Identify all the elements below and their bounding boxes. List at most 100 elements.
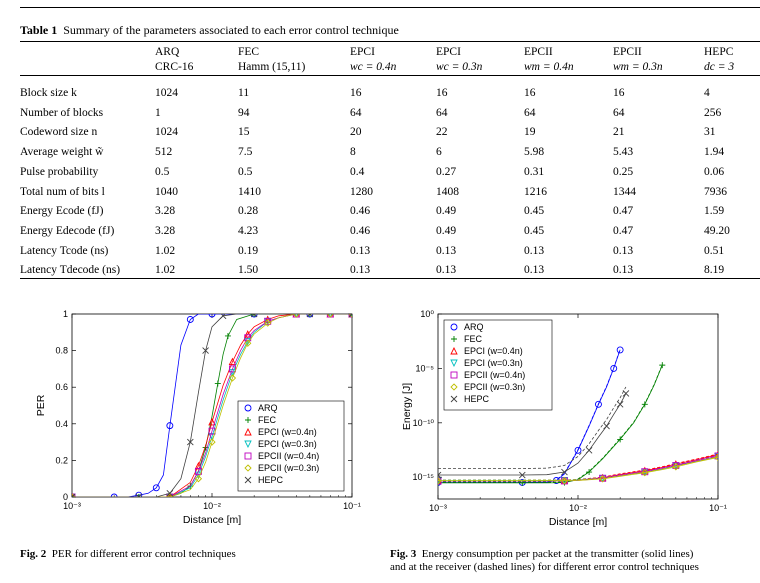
table-cell: 64 <box>613 106 625 119</box>
data-point <box>166 490 174 497</box>
table-cell: 1.94 <box>704 146 725 159</box>
x-tick-label: 10⁻³ <box>63 501 81 511</box>
y-tick-label: 1 <box>63 309 68 319</box>
legend-label: HEPC <box>464 394 490 404</box>
data-point <box>714 450 718 459</box>
data-point <box>208 314 216 318</box>
x-tick-label: 10⁻¹ <box>343 501 361 511</box>
data-point <box>574 446 582 454</box>
data-point <box>610 364 618 372</box>
table-cell: 16 <box>524 87 536 99</box>
table-cell: 0.28 <box>238 205 259 218</box>
table-cell: 31 <box>704 126 716 139</box>
series-line <box>72 314 352 497</box>
table-row: Block size k 1024 11 16 16 16 16 4 <box>20 84 760 104</box>
table-cell: 512 <box>155 146 173 159</box>
x-tick-label: 10⁻¹ <box>709 503 727 513</box>
data-point <box>616 401 624 408</box>
table-row: Pulse probability 0.5 0.5 0.4 0.27 0.31 0.25 0.… <box>20 163 760 183</box>
legend: ARQ FEC EPCI (w=0.4n) EPCI (w=0.3n) EPCII (w… <box>237 400 345 492</box>
table-cell: 1.59 <box>704 205 725 218</box>
table-cell: 3.28 <box>155 205 176 218</box>
table-cell: 5.98 <box>524 146 545 159</box>
data-point <box>244 452 252 460</box>
legend-label: EPCII (w=0.4n) <box>258 451 319 461</box>
table-cell: 0.51 <box>704 244 725 257</box>
table-cell: 1040 <box>155 185 178 198</box>
table-cell: 0.45 <box>524 224 545 237</box>
data-point <box>250 314 258 318</box>
data-point <box>152 484 160 492</box>
legend-label: FEC <box>258 415 277 425</box>
table-cell: 0.06 <box>704 165 725 178</box>
data-point <box>451 336 457 342</box>
table-cell: 4 <box>704 87 710 99</box>
table-row: Energy Edecode (fJ) 3.28 4.23 0.46 0.49 0.45 0… <box>20 222 760 242</box>
row-label: Number of blocks <box>20 106 104 119</box>
table-cell: 1280 <box>350 185 373 198</box>
data-point <box>224 332 231 339</box>
header-empty <box>20 45 155 75</box>
table-cell: 0.13 <box>436 244 457 257</box>
figure-3-caption: Fig. 3 Energy consumption per packet at … <box>390 548 699 573</box>
table-row: Energy Ecode (fJ) 3.28 0.28 0.46 0.49 0.45 0.4… <box>20 202 760 222</box>
data-point <box>135 494 142 497</box>
data-point <box>72 493 76 497</box>
table-cell: 19 <box>524 126 536 139</box>
table-cell: 0.13 <box>350 264 371 277</box>
x-axis-label: Distance [m] <box>549 516 607 528</box>
table-cell: 256 <box>704 106 722 119</box>
data-point <box>251 314 258 317</box>
data-point <box>714 452 718 460</box>
data-point <box>450 395 458 403</box>
row-label: Codeword size n <box>20 126 98 139</box>
data-point <box>659 362 666 369</box>
table-cell: 0.49 <box>436 205 457 218</box>
table-cell: 11 <box>238 87 250 99</box>
data-point <box>244 476 252 484</box>
table-bottom-rule <box>20 278 760 279</box>
row-label: Pulse probability <box>20 165 99 178</box>
row-label: Block size k <box>20 87 77 99</box>
column-header: EPCI wc = 0.3n <box>436 46 483 73</box>
table-body: Block size k 1024 11 16 16 16 16 4 Number of blo… <box>20 84 760 281</box>
data-point <box>306 314 314 318</box>
column-header: EPCII wm = 0.4n <box>524 46 574 73</box>
table-row: Total num of bits l 1040 1410 1280 1408 1216 1… <box>20 183 760 203</box>
table-cell: 16 <box>350 87 362 99</box>
table-cell: 21 <box>613 126 625 139</box>
table-cell: 1410 <box>238 185 261 198</box>
table-cell: 0.49 <box>436 224 457 237</box>
data-point <box>641 469 649 477</box>
data-point <box>72 493 76 497</box>
table-cell: 0.13 <box>524 244 545 257</box>
y-axis-label: Energy [J] <box>401 383 413 430</box>
table-cell: 0.25 <box>613 165 634 178</box>
table-cell: 0.4 <box>350 165 365 178</box>
data-point <box>263 315 272 323</box>
data-point <box>208 417 216 426</box>
data-point <box>326 314 334 318</box>
legend-label: EPCII (w=0.3n) <box>258 463 319 473</box>
data-point <box>219 314 227 320</box>
data-point <box>244 464 252 472</box>
series-line <box>72 314 352 497</box>
data-point <box>595 400 602 408</box>
data-point <box>228 357 237 366</box>
x-tick-label: 10⁻³ <box>429 503 447 513</box>
data-point <box>194 475 203 483</box>
figure-2-caption: Fig. 2 PER for different error control t… <box>20 548 236 560</box>
data-point <box>438 471 442 479</box>
y-tick-label: 0 <box>63 492 68 502</box>
table-cell: 0.13 <box>613 264 634 277</box>
table-header-row: ARQ CRC-16 FEC Hamm (15,11) EPCI wc = 0.4n … <box>20 45 760 75</box>
x-tick-label: 10⁻² <box>569 503 587 513</box>
legend-label: EPCII (w=0.4n) <box>464 370 525 380</box>
data-point <box>214 380 221 387</box>
data-point <box>135 491 143 497</box>
data-point <box>560 477 569 485</box>
y-tick-label: 0.4 <box>55 419 68 429</box>
table-section: Table 1 Summary of the parameters associ… <box>0 0 760 290</box>
table-row: Number of blocks 1 94 64 64 64 64 256 <box>20 104 760 124</box>
data-point <box>244 440 252 449</box>
